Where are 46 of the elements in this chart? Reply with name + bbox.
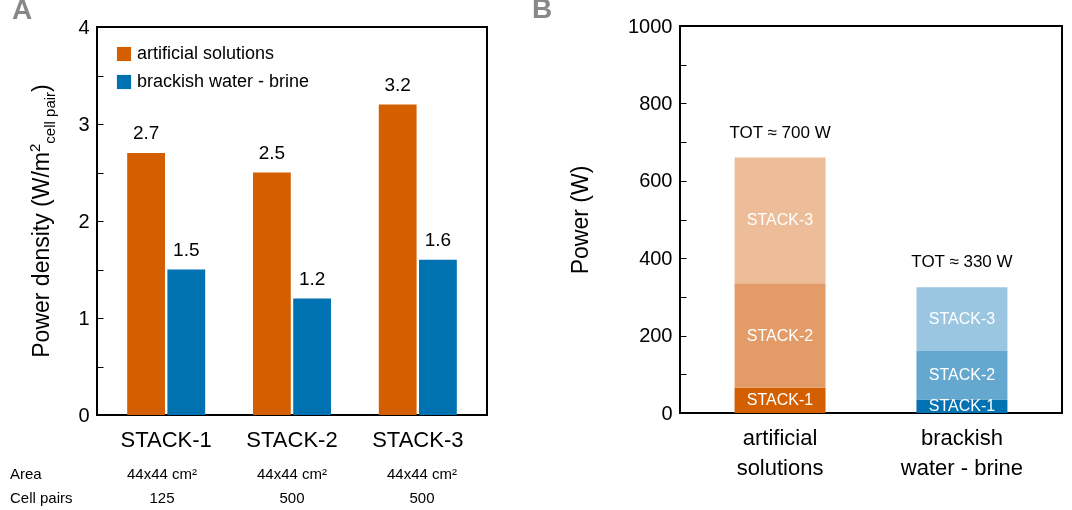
bar [734,157,826,284]
x-tick-label: artificial solutions [736,424,824,480]
text: Cell pairs [10,489,73,506]
x-tick-label: STACK-3 [372,426,464,452]
category-label: STACK-2 [928,366,996,384]
y-tick-label: 800 [639,91,673,114]
y-tick-label: 1 [78,306,90,329]
chart-title: A [12,0,33,25]
y-tick-label: 1000 [628,14,673,37]
bar [916,287,1008,352]
text: STACK-1 [746,391,814,409]
text: 125 [149,489,175,506]
data-label: 1.5 [173,238,200,260]
bar [734,283,826,388]
y-tick-label: 0 [661,401,673,424]
legend-label: brackish water - brine [137,71,310,91]
y-axis-title: Power (W) [566,165,594,274]
series-label: STACK-1 [928,397,996,415]
bar [916,351,1008,400]
y-tick-label: 0 [78,403,90,426]
data-label: 2.5 [258,141,286,163]
category-label: STACK-3 [928,310,996,328]
text: 44x44 cm² [386,465,458,482]
y-tick-label: 4 [78,15,90,38]
y-tick-label: 2 [78,209,90,232]
y-tick-label: 3 [78,112,90,135]
annotation: TOT ≈ 700 W [729,122,831,142]
legend-label: artificial solutions [137,43,275,63]
x-tick-label: STACK-2 [246,426,338,452]
text: 500 [279,489,305,506]
series-label: STACK-3 [746,211,814,229]
text: 500 [409,489,435,506]
y-tick-label: 200 [639,324,673,347]
y-tick-label: 600 [639,169,673,192]
series-label: STACK-2 [746,326,814,344]
x-tick-label: brackish water - brine [899,424,1024,480]
data-label: 1.6 [424,228,452,250]
data-label: 2.7 [132,122,160,144]
y-tick-label: 400 [639,246,673,269]
text: 44x44 cm² [126,465,198,482]
text: Area [10,465,42,482]
data-label: 3.2 [384,73,411,95]
text: 44x44 cm² [256,465,328,482]
x-tick-label: STACK-1 [120,426,212,452]
data-label: 1.2 [298,267,326,289]
annotation: TOT ≈ 330 W [911,252,1013,272]
